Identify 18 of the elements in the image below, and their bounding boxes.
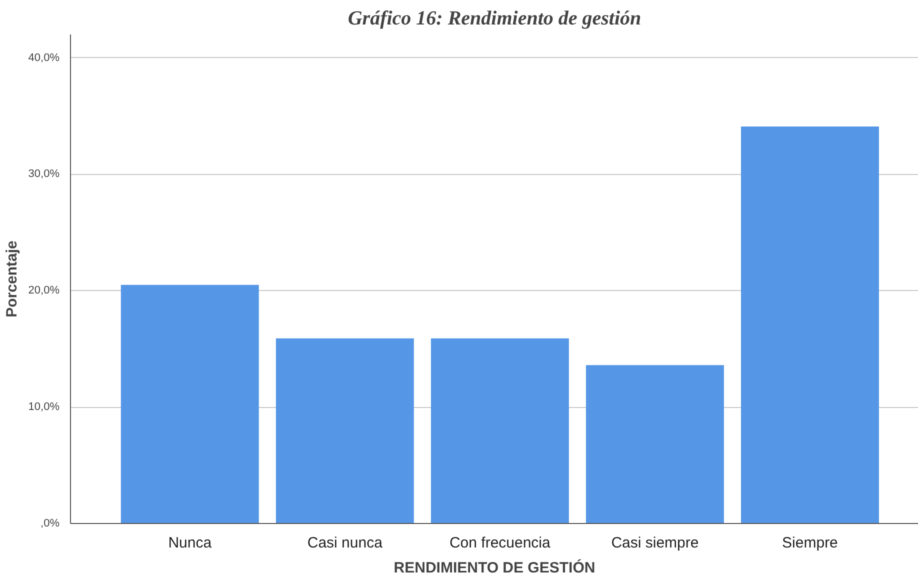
- bar: [276, 338, 414, 524]
- y-axis-title: Porcentaje: [3, 240, 20, 318]
- x-axis-title: RENDIMIENTO DE GESTIÓN: [394, 558, 596, 576]
- x-tick-label: Siempre: [782, 534, 838, 552]
- y-tick-label: 10,0%: [28, 401, 60, 414]
- bar: [586, 365, 724, 524]
- bar: [120, 284, 259, 524]
- x-tick-label: Casi siempre: [611, 534, 699, 552]
- y-tick-label: 20,0%: [28, 284, 60, 297]
- bar: [740, 126, 879, 524]
- chart-title: Gráfico 16: Rendimiento de gestión: [348, 8, 642, 30]
- x-tick-label: Casi nunca: [307, 534, 384, 552]
- y-tick-label: 30,0%: [28, 168, 60, 180]
- y-tick-label: 40,0%: [28, 52, 60, 64]
- bar: [430, 338, 569, 524]
- y-tick-label: ,0%: [40, 518, 60, 530]
- x-tick-label: Nunca: [168, 534, 212, 552]
- x-tick-label: Con frecuencia: [449, 534, 552, 552]
